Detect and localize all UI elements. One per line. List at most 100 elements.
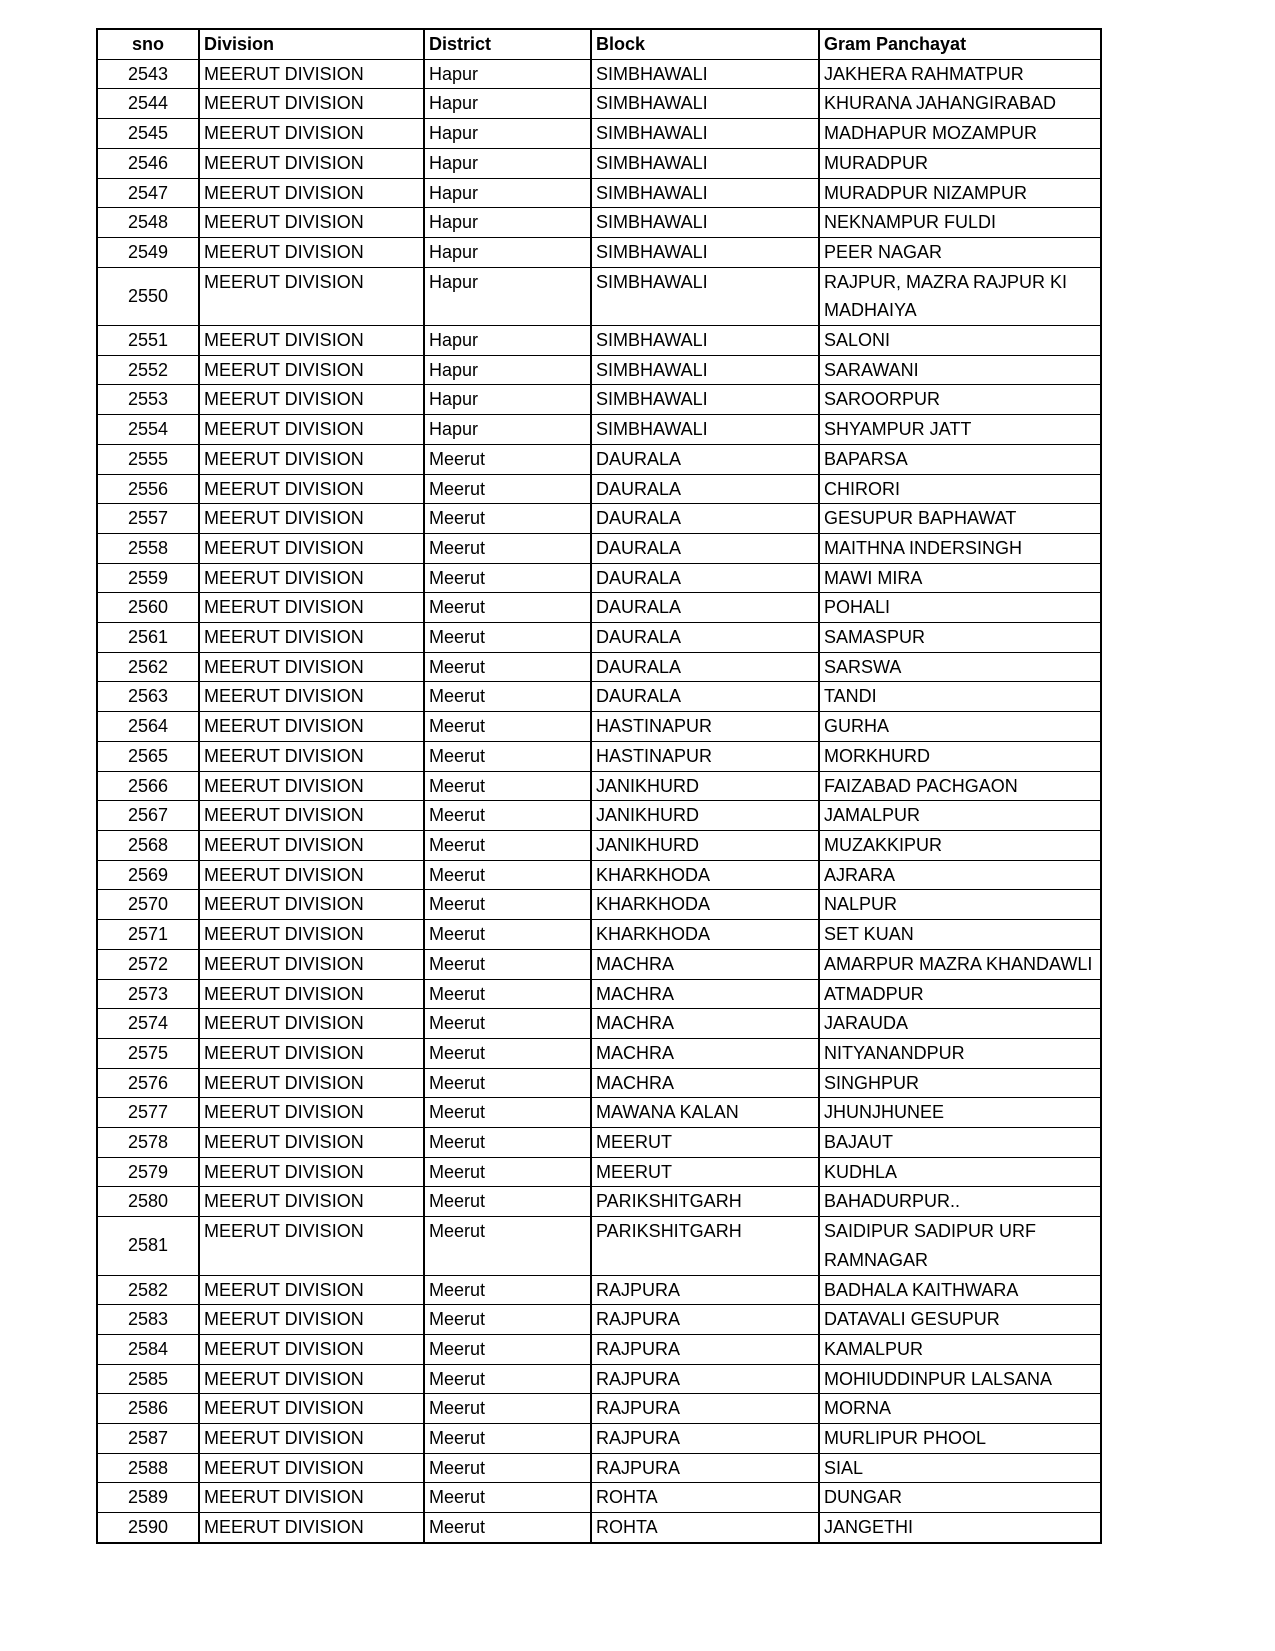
cell-gram-panchayat: MAWI MIRA — [818, 562, 1102, 594]
cell-block: DAURALA — [590, 473, 820, 505]
cell-division: MEERUT DIVISION — [198, 207, 425, 238]
cell-district: Meerut — [423, 622, 592, 653]
cell-block: DAURALA — [590, 443, 820, 475]
cell-block: SIMBHAWALI — [590, 236, 820, 268]
cell-division: MEERUT DIVISION — [198, 1333, 425, 1365]
cell-gram-panchayat: DATAVALI GESUPUR — [818, 1304, 1102, 1335]
cell-division: MEERUT DIVISION — [198, 859, 425, 891]
cell-district: Hapur — [423, 414, 592, 445]
cell-block: RAJPURA — [590, 1363, 820, 1395]
cell-gram-panchayat: SAMASPUR — [818, 622, 1102, 653]
cell-sno: 2590 — [96, 1512, 200, 1544]
cell-sno: 2552 — [96, 354, 200, 386]
cell-gram-panchayat: AJRARA — [818, 859, 1102, 891]
table-row: 2551 MEERUT DIVISION Hapur SIMBHAWALI SALONI — [96, 325, 1102, 356]
cell-block: SIMBHAWALI — [590, 118, 820, 149]
cell-district: Meerut — [423, 1008, 592, 1039]
cell-sno: 2553 — [96, 384, 200, 416]
cell-gram-panchayat: GURHA — [818, 711, 1102, 742]
cell-gram-panchayat: BAHADURPUR.. — [818, 1186, 1102, 1218]
cell-sno: 2544 — [96, 88, 200, 120]
cell-district: Meerut — [423, 1452, 592, 1484]
cell-division: MEERUT DIVISION — [198, 1482, 425, 1514]
cell-block: MACHRA — [590, 978, 820, 1010]
table-row: 2549 MEERUT DIVISION Hapur SIMBHAWALI PEER N… — [96, 236, 1102, 268]
cell-gram-panchayat: JARAUDA — [818, 1008, 1102, 1039]
cell-division: MEERUT DIVISION — [198, 384, 425, 416]
table-row: 2587 MEERUT DIVISION Meerut RAJPURA MURLIPUR… — [96, 1423, 1102, 1454]
table-row: 2568 MEERUT DIVISION Meerut JANIKHURD MUZAKK… — [96, 829, 1102, 861]
cell-division: MEERUT DIVISION — [198, 1037, 425, 1069]
cell-block: DAURALA — [590, 592, 820, 624]
cell-division: MEERUT DIVISION — [198, 1156, 425, 1188]
cell-sno: 2585 — [96, 1363, 200, 1395]
cell-division: MEERUT DIVISION — [198, 740, 425, 772]
cell-division: MEERUT DIVISION — [198, 266, 425, 327]
cell-sno: 2554 — [96, 414, 200, 445]
cell-gram-panchayat: MADHAPUR MOZAMPUR — [818, 118, 1102, 149]
cell-sno: 2550 — [96, 266, 200, 327]
cell-district: Hapur — [423, 58, 592, 90]
cell-gram-panchayat: RAJPUR, MAZRA RAJPUR KI MADHAIYA — [818, 266, 1102, 327]
cell-block: DAURALA — [590, 651, 820, 683]
table-row: 2552 MEERUT DIVISION Hapur SIMBHAWALI SARAWA… — [96, 354, 1102, 386]
cell-division: MEERUT DIVISION — [198, 1274, 425, 1306]
table-row: 2575 MEERUT DIVISION Meerut MACHRA NITYANAND… — [96, 1037, 1102, 1069]
cell-gram-panchayat: KHURANA JAHANGIRABAD — [818, 88, 1102, 120]
table-row: 2563 MEERUT DIVISION Meerut DAURALA TANDI — [96, 681, 1102, 713]
cell-gram-panchayat: JAKHERA RAHMATPUR — [818, 58, 1102, 90]
cell-block: RAJPURA — [590, 1423, 820, 1454]
cell-district: Hapur — [423, 384, 592, 416]
cell-division: MEERUT DIVISION — [198, 443, 425, 475]
table-row: 2579 MEERUT DIVISION Meerut MEERUT KUDHLA — [96, 1156, 1102, 1188]
cell-district: Meerut — [423, 1512, 592, 1544]
cell-block: SIMBHAWALI — [590, 58, 820, 90]
cell-block: JANIKHURD — [590, 829, 820, 861]
cell-sno: 2574 — [96, 1008, 200, 1039]
table-row: 2565 MEERUT DIVISION Meerut HASTINAPUR MORKH… — [96, 740, 1102, 772]
cell-division: MEERUT DIVISION — [198, 919, 425, 950]
cell-gram-panchayat: CHIRORI — [818, 473, 1102, 505]
cell-division: MEERUT DIVISION — [198, 1363, 425, 1395]
cell-gram-panchayat: BADHALA KAITHWARA — [818, 1274, 1102, 1306]
cell-block: SIMBHAWALI — [590, 147, 820, 179]
cell-block: HASTINAPUR — [590, 740, 820, 772]
cell-gram-panchayat: FAIZABAD PACHGAON — [818, 770, 1102, 802]
cell-division: MEERUT DIVISION — [198, 681, 425, 713]
cell-district: Meerut — [423, 1423, 592, 1454]
cell-district: Meerut — [423, 1216, 592, 1276]
cell-sno: 2588 — [96, 1452, 200, 1484]
table-row: 2548 MEERUT DIVISION Hapur SIMBHAWALI NEKNAM… — [96, 207, 1102, 238]
cell-division: MEERUT DIVISION — [198, 88, 425, 120]
cell-block: MACHRA — [590, 948, 820, 980]
cell-block: RAJPURA — [590, 1333, 820, 1365]
table-row: 2572 MEERUT DIVISION Meerut MACHRA AMARPUR M… — [96, 948, 1102, 980]
cell-division: MEERUT DIVISION — [198, 592, 425, 624]
cell-gram-panchayat: SHYAMPUR JATT — [818, 414, 1102, 445]
cell-sno: 2548 — [96, 207, 200, 238]
cell-block: MACHRA — [590, 1067, 820, 1099]
cell-district: Meerut — [423, 1037, 592, 1069]
cell-block: MEERUT — [590, 1127, 820, 1158]
cell-gram-panchayat: BAPARSA — [818, 443, 1102, 475]
table-row: 2577 MEERUT DIVISION Meerut MAWANA KALAN JHU… — [96, 1097, 1102, 1129]
cell-division: MEERUT DIVISION — [198, 711, 425, 742]
cell-sno: 2577 — [96, 1097, 200, 1129]
cell-division: MEERUT DIVISION — [198, 1216, 425, 1276]
cell-sno: 2565 — [96, 740, 200, 772]
cell-district: Meerut — [423, 1274, 592, 1306]
cell-district: Hapur — [423, 325, 592, 356]
table-row: 2562 MEERUT DIVISION Meerut DAURALA SARSWA — [96, 651, 1102, 683]
cell-division: MEERUT DIVISION — [198, 1512, 425, 1544]
cell-sno: 2557 — [96, 503, 200, 534]
cell-division: MEERUT DIVISION — [198, 1304, 425, 1335]
cell-district: Meerut — [423, 919, 592, 950]
cell-block: MAWANA KALAN — [590, 1097, 820, 1129]
cell-gram-panchayat: SINGHPUR — [818, 1067, 1102, 1099]
cell-sno: 2569 — [96, 859, 200, 891]
table-row: 2545 MEERUT DIVISION Hapur SIMBHAWALI MADHAP… — [96, 118, 1102, 149]
cell-sno: 2582 — [96, 1274, 200, 1306]
cell-division: MEERUT DIVISION — [198, 532, 425, 564]
cell-sno: 2545 — [96, 118, 200, 149]
cell-division: MEERUT DIVISION — [198, 325, 425, 356]
